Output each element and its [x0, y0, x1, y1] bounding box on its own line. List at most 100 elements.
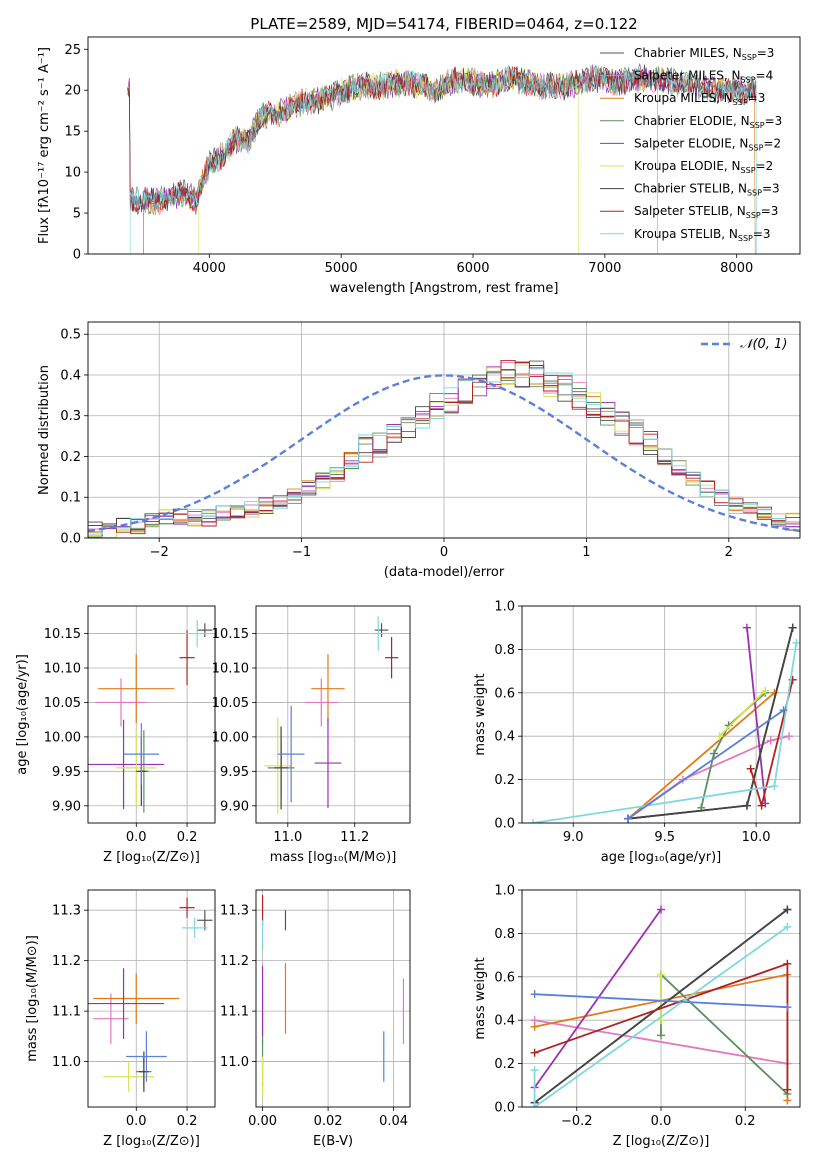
errorbar-kroupa-stelib — [371, 616, 385, 651]
chart-layer: 4000 5000 6000 7000 80000510152025wavelength… — [15, 36, 801, 1149]
x-axis-label: (data-model)/error — [384, 565, 505, 580]
x-tick-label: 11.0 — [273, 830, 302, 845]
y-tick-label: 0.8 — [494, 643, 515, 658]
legend-entry: Salpeter STELIB, NSSP=3 — [634, 204, 778, 220]
y-tick-label: 0.2 — [494, 773, 515, 788]
weight-line-salpeter-elodie — [742, 623, 770, 808]
y-tick-label: 0.0 — [494, 1101, 515, 1116]
weight-path — [534, 908, 788, 1104]
errorbar-kroupa-miles — [98, 654, 175, 724]
legend-entry: Chabrier ELODIE, NSSP=3 — [634, 114, 782, 130]
weight-path — [534, 993, 788, 1009]
legend-entry: Kroupa MILES, NSSP=3 — [634, 91, 765, 107]
axes-frame — [87, 321, 801, 539]
y-tick-label: 11.3 — [52, 904, 81, 919]
y-axis-label: Flux [fλ10⁻¹⁷ erg cm⁻² s⁻¹ A⁻¹] — [37, 47, 52, 244]
errorbar-salpeter-elodie — [88, 719, 165, 810]
legend-entry: Chabrier STELIB, NSSP=3 — [634, 182, 780, 198]
spectrum-legend: Chabrier MILES, NSSP=3 Salpeter MILES, NS… — [600, 46, 782, 243]
weight-line-blue — [530, 990, 792, 1012]
axes-massweight-vs-Z: −0.2 0.0 0.2 0.0 0.2 0.4 0.6 0.8 1.0 Z [log₁₀(Z/Z… — [473, 884, 801, 1149]
y-tick-label: 10.05 — [212, 696, 249, 711]
x-tick-label: 0.00 — [248, 1114, 277, 1129]
y-tick-label: 10.15 — [212, 627, 249, 642]
weight-path — [746, 627, 767, 804]
x-tick-label: 9.5 — [654, 830, 675, 845]
weight-line-chabrier-miles — [624, 623, 797, 823]
y-tick-label: 0.6 — [494, 970, 515, 985]
y-axis-label: mass [log₁₀(M/M⊙)] — [25, 935, 40, 1062]
errorbar-chabrier-stelib — [138, 1051, 149, 1092]
errorbar-salpeter-stelib — [179, 630, 195, 686]
x-tick-label: 5000 — [325, 261, 358, 276]
y-tick-label: 0.4 — [60, 368, 81, 383]
axes-mass-vs-EBV: 0.00 0.02 0.04 11.0 11.1 11.2 11.3 E(B-V) — [220, 889, 411, 1149]
errorbar-kroupa-elodie — [103, 1061, 155, 1092]
spectrum-line-kroupa-elodie — [198, 67, 579, 254]
errorbar-chabrier-miles — [374, 623, 389, 637]
x-tick-label: 7000 — [588, 261, 621, 276]
errorbar-kroupa-miles — [311, 654, 345, 724]
errorbar-chabrier-miles — [197, 623, 213, 637]
x-tick-label: 4000 — [193, 261, 226, 276]
spectrum-line-kroupa-stelib — [129, 64, 757, 254]
y-tick-label: 9.90 — [220, 799, 249, 814]
y-tick-label: 0.0 — [60, 532, 81, 547]
x-tick-label: 11.2 — [340, 830, 369, 845]
y-tick-label: 0.2 — [494, 1057, 515, 1072]
x-tick-label: −2 — [150, 545, 169, 560]
y-tick-label: 9.90 — [52, 799, 81, 814]
y-tick-label: 9.95 — [52, 765, 81, 780]
axes-mass-vs-Z: 0.0 0.2 11.0 11.1 11.2 11.3 Z [log₁₀(Z/Z⊙)] mas… — [25, 889, 216, 1149]
y-axis-label: mass weight — [473, 673, 488, 755]
x-tick-label: 6000 — [456, 261, 489, 276]
x-tick-label: 0.0 — [651, 1114, 672, 1129]
errorbar-kroupa-stelib — [181, 917, 208, 938]
y-tick-label: 10.00 — [212, 730, 249, 745]
weight-line-chabrier-elodie — [657, 970, 792, 1098]
x-tick-label: 0 — [440, 545, 448, 560]
y-tick-label: 11.0 — [220, 1055, 249, 1070]
histogram-kroupa-stelib — [88, 368, 800, 535]
axes-spectrum: 4000 5000 6000 7000 8000 0 5 10 15 20 25 wavelength… — [37, 36, 801, 296]
y-tick-label: 15 — [64, 125, 81, 140]
plot-area-massweight-vs-age — [528, 623, 800, 823]
normal-curve — [88, 374, 800, 533]
y-tick-label: 0.2 — [60, 450, 81, 465]
x-tick-label: −0.2 — [561, 1114, 593, 1129]
y-tick-label: 11.0 — [52, 1055, 81, 1070]
weight-line-kroupa-stelib — [528, 638, 800, 823]
y-axis-label: age [log₁₀(age/yr)] — [15, 654, 30, 775]
axes-frame — [87, 889, 216, 1108]
legend-entry: Salpeter MILES, NSSP=4 — [634, 69, 773, 85]
y-tick-label: 10.10 — [212, 662, 249, 677]
y-tick-label: 11.3 — [220, 904, 249, 919]
y-tick-label: 11.1 — [52, 1005, 81, 1020]
y-tick-label: 1.0 — [494, 884, 515, 899]
errorbar-blue — [277, 705, 305, 803]
x-tick-label: 0.02 — [314, 1114, 343, 1129]
y-tick-label: 0.0 — [494, 817, 515, 832]
y-tick-label: 10.10 — [44, 662, 81, 677]
weight-path — [533, 926, 788, 1107]
y-tick-label: 0.3 — [60, 409, 81, 424]
y-tick-label: 11.1 — [220, 1005, 249, 1020]
weight-line-blue — [624, 706, 788, 823]
errorbar-salpeter-elodie — [314, 718, 342, 808]
weight-path — [627, 709, 785, 820]
weight-path — [718, 689, 766, 737]
figure-title: PLATE=2589, MJD=54174, FIBERID=0464, z=0… — [250, 15, 637, 33]
y-tick-label: 11.2 — [52, 954, 81, 969]
axes-massweight-vs-age: 9.0 9.5 10.0 0.0 0.2 0.4 0.6 0.8 1.0 age [log₁₀(a… — [473, 600, 801, 865]
y-tick-label: 10.00 — [44, 730, 81, 745]
errorbar-salpeter-miles — [93, 993, 129, 1044]
weight-line-chabrier-stelib — [624, 623, 797, 823]
x-axis-label: mass [log₁₀(M/M⊙)] — [270, 850, 397, 865]
errorbar-kroupa-elodie — [115, 730, 157, 806]
axes-residuals: −2 −1 0 1 2 0.0 0.1 0.2 0.3 0.4 0.5 (data-model)/er… — [37, 321, 801, 580]
errorbar-salpeter-elodie — [88, 968, 165, 1039]
x-tick-label: 0.2 — [177, 830, 198, 845]
legend-entry: Chabrier MILES, NSSP=3 — [634, 46, 774, 62]
errorbar-kroupa-miles — [93, 973, 180, 1024]
x-tick-label: 1 — [582, 545, 590, 560]
